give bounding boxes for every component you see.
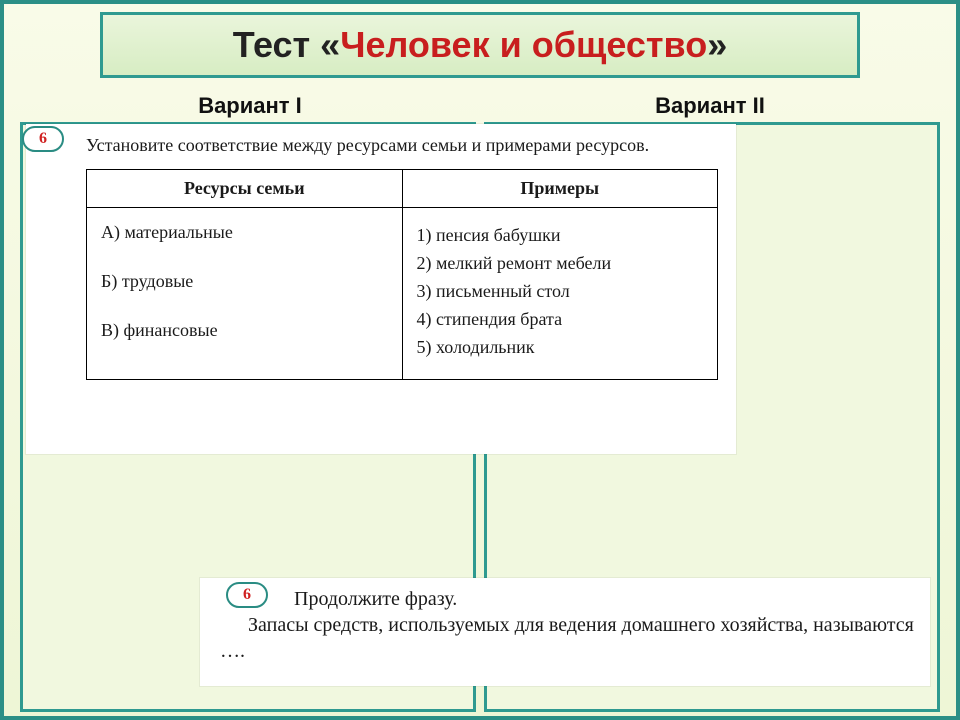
variant-2-label: Вариант II bbox=[480, 90, 940, 122]
question-panel-phrase: 6 Продолжите фразу. Запасы средств, испо… bbox=[200, 578, 930, 686]
resource-item: В) финансовые bbox=[101, 320, 388, 341]
title-box: Тест «Человек и общество» bbox=[100, 12, 860, 78]
resource-item: Б) трудовые bbox=[101, 271, 388, 292]
example-item: 1) пенсия бабушки bbox=[417, 225, 704, 246]
question-number-badge: 6 bbox=[22, 126, 64, 152]
question1-prompt: Установите соответствие между ресурсами … bbox=[86, 134, 718, 157]
example-item: 4) стипендия брата bbox=[417, 309, 704, 330]
resource-item: А) материальные bbox=[101, 222, 388, 243]
table-header-resources: Ресурсы семьи bbox=[87, 169, 403, 207]
resources-table: Ресурсы семьи Примеры А) материальные Б) … bbox=[86, 169, 718, 380]
examples-cell: 1) пенсия бабушки 2) мелкий ремонт мебели… bbox=[402, 207, 718, 379]
resources-cell: А) материальные Б) трудовые В) финансовые bbox=[87, 207, 403, 379]
question-number-badge: 6 bbox=[226, 582, 268, 608]
example-item: 3) письменный стол bbox=[417, 281, 704, 302]
table-header-examples: Примеры bbox=[402, 169, 718, 207]
variant-1-label: Вариант I bbox=[20, 90, 480, 122]
variant-bar: Вариант I Вариант II bbox=[20, 90, 940, 122]
question2-line1: Продолжите фразу. bbox=[220, 586, 916, 612]
example-item: 2) мелкий ремонт мебели bbox=[417, 253, 704, 274]
example-item: 5) холодильник bbox=[417, 337, 704, 358]
question2-line2: Запасы средств, используемых для ведения… bbox=[220, 612, 916, 664]
question-panel-matching: 6 Установите соответствие между ресурсам… bbox=[26, 124, 736, 454]
title-text: Тест «Человек и общество» bbox=[233, 24, 727, 66]
